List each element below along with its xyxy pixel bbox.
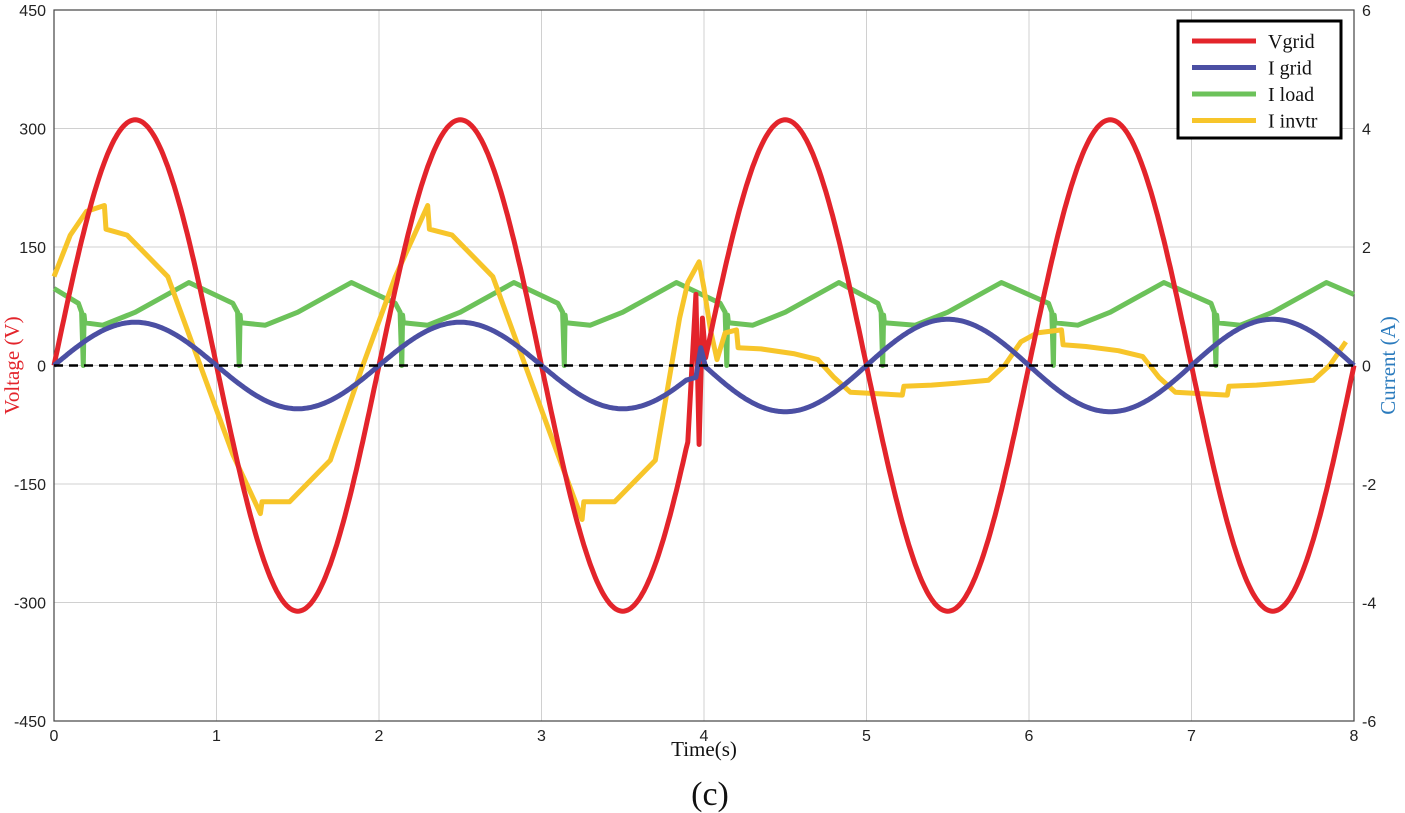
x-tick-label: 7 [1187,728,1196,745]
y-right-tick-label: -6 [1362,714,1376,731]
x-tick-label: 0 [50,728,59,745]
x-tick-label: 2 [375,728,384,745]
x-tick-label: 1 [212,728,221,745]
y-right-tick-label: -2 [1362,477,1376,494]
y-left-tick-label: -300 [14,596,46,613]
y-axis-left-title: Voltage (V) [0,316,24,414]
series-line-i-invtr [51,203,1348,522]
y-left-tick-label: 150 [19,240,46,257]
x-tick-label: 4 [700,728,709,745]
x-tick-label: 6 [1025,728,1034,745]
y-left-tick-label: 450 [19,3,46,20]
legend-label: Vgrid [1268,31,1315,53]
x-tick-label: 5 [862,728,871,745]
series-line-vgrid [51,117,1357,614]
legend: Vgrid I grid I load I invtr [1176,19,1343,140]
y-right-tick-label: 2 [1362,240,1371,257]
y-left-tick-label: 300 [19,122,46,139]
series-line-i-grid [52,316,1356,415]
x-tick-label: 3 [537,728,546,745]
legend-label: I invtr [1268,111,1318,133]
tick-labels: 0 1 2 3 4 5 6 7 8 450 300 150 0 -150 -300 -450 6 4 2 0 -2 -4 -… [14,3,1376,745]
figure-caption: (c) [691,776,729,813]
series-line-i-load [52,280,1355,368]
y-right-tick-label: 4 [1362,122,1371,139]
y-left-tick-label: -450 [14,714,46,731]
x-tick-label: 8 [1350,728,1359,745]
y-axis-right-title: Current (A) [1376,316,1400,415]
y-right-tick-label: 6 [1362,3,1371,20]
y-left-tick-label: 0 [37,359,46,376]
y-left-tick-label: -150 [14,477,46,494]
legend-label: I load [1268,84,1314,106]
legend-label: I grid [1268,58,1312,80]
y-right-tick-label: -4 [1362,596,1376,613]
series-layer [51,117,1357,614]
x-axis-title: Time(s) [671,737,737,761]
y-right-tick-label: 0 [1362,359,1371,376]
